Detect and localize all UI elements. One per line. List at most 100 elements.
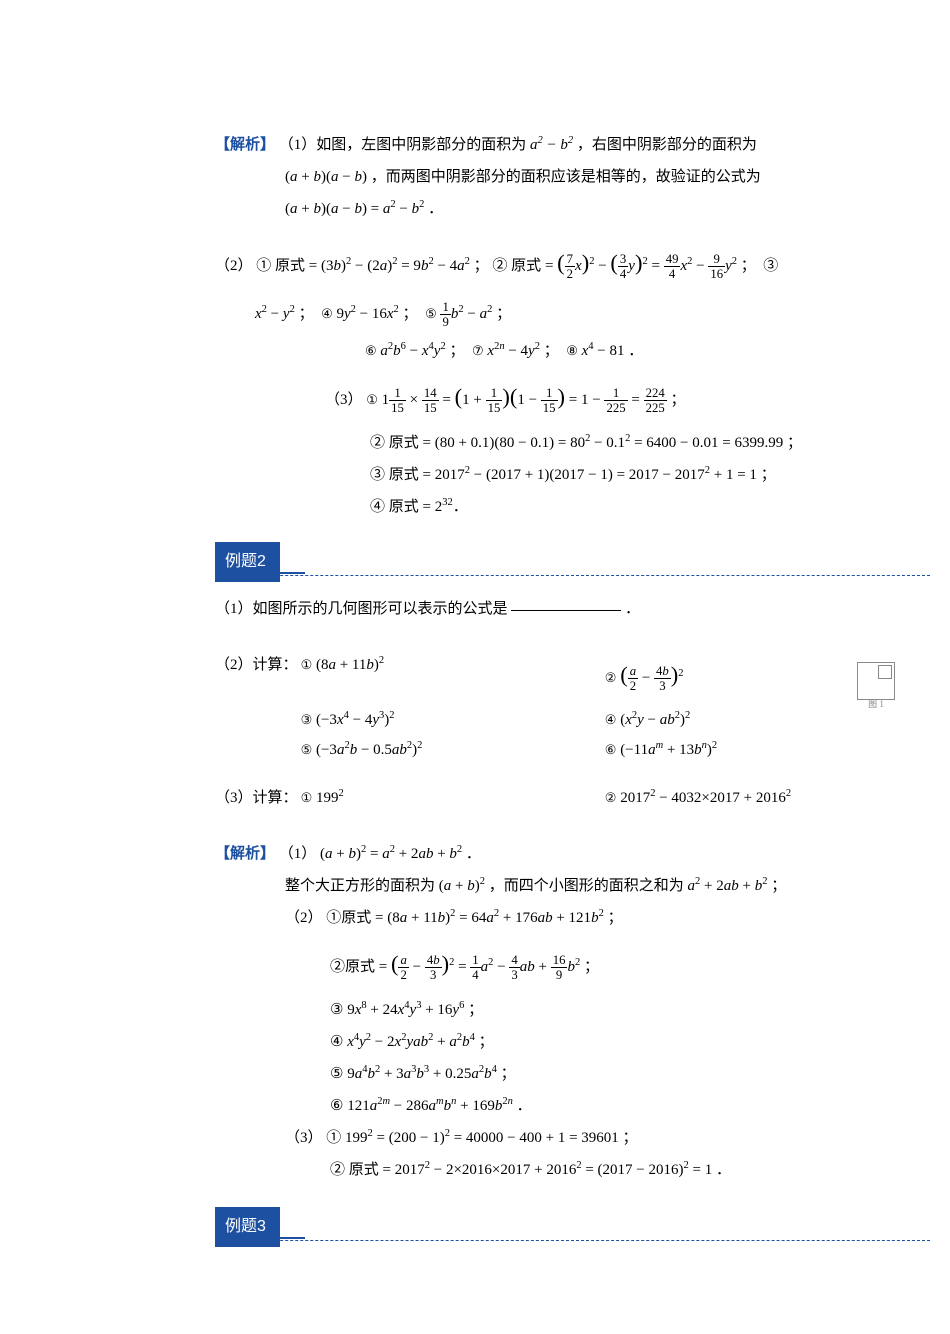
ex2-q2-5: (−3a2b − 0.5ab2)2 xyxy=(316,742,422,758)
circ-5: ⑤ xyxy=(425,297,437,331)
sol2-g3-row2: ② 原式 = 20172 − 2×2016×2017 + 20162 = (20… xyxy=(215,1155,890,1185)
example-dashed-line-3 xyxy=(215,1240,930,1241)
sol2-p2-a: 整个大正方形的面积为 xyxy=(285,878,439,894)
circ: ④ xyxy=(605,707,617,733)
ex2-q1: （1）如图所示的几何图形可以表示的公式是 ． xyxy=(215,594,890,624)
sep: ； xyxy=(761,467,776,483)
sol2-g2-2-pre: ②原式 xyxy=(330,959,379,975)
ex2-q3-label: （3）计算： xyxy=(215,790,298,806)
end: ． xyxy=(716,1162,731,1178)
example-2-tab: 例题2 xyxy=(215,542,280,582)
sol1-p1-suffix: ，右图中阴影部分的面积为 xyxy=(577,137,757,153)
sol1-line2: (a + b)(a − b) ，而两图中阴影部分的面积应该是相等的，故验证的公式… xyxy=(215,162,890,192)
sol2-g2-5-pre: ⑤ xyxy=(330,1066,343,1082)
sep: ； xyxy=(544,343,559,359)
ex2-q2-2: (a2 − 4b3)2 xyxy=(620,670,683,686)
circ: ① xyxy=(301,785,313,811)
sol2-g2-3-pre: ③ xyxy=(330,1002,343,1018)
sol2-g2-row4: ④ x4y2 − 2x2yab2 + a2b4 ； xyxy=(215,1027,890,1057)
ex2-q2: （2）计算： ① (8a + 11b)2 ② (a2 − 4b3)2 ③ (−3… xyxy=(215,646,890,765)
sol1-g2-4: 9y2 − 16x2 xyxy=(336,306,398,322)
example-underline-3 xyxy=(215,1237,305,1239)
sep: ； xyxy=(474,258,489,274)
circ-4: ④ xyxy=(321,297,333,331)
sol2-g2-3: 9x8 + 24x4y3 + 16y6 xyxy=(347,1002,464,1018)
sep: ； xyxy=(468,1002,483,1018)
sol1-g3-row1: （3） ① 1115 × 1415 = (1 + 115)(1 − 115) =… xyxy=(215,368,890,427)
sol2-p1-expr: (a + b)2 = a2 + 2ab + b2 xyxy=(320,846,462,862)
sol2-g3-2-pre: ② 原式 xyxy=(330,1162,379,1178)
sol1-g2-8: x4 − 81 xyxy=(582,343,625,359)
sol2-g2-1: = (8a + 11b)2 = 64a2 + 176ab + 121b2 xyxy=(375,910,604,926)
sep: ； xyxy=(623,1130,638,1146)
sep: ； xyxy=(496,306,511,322)
sol1-g2-label: （2） xyxy=(215,258,253,274)
sol2-g2-row1: （2） ①原式 = (8a + 11b)2 = 64a2 + 176ab + 1… xyxy=(215,903,890,933)
ex2-q3: （3）计算： ① 1992 ② 20172 − 4032×2017 + 2016… xyxy=(215,783,890,813)
sol2-g2-6-pre: ⑥ xyxy=(330,1098,343,1114)
sol1-g3-2-pre: ② 原式 xyxy=(370,435,419,451)
example-3-tab: 例题3 xyxy=(215,1207,280,1247)
sol1-g2-6: a2b6 − x4y2 xyxy=(380,343,445,359)
sep: ； xyxy=(741,258,756,274)
example-dashed-line xyxy=(215,575,930,576)
sol2-p2-b: ，而四个小图形的面积之和为 xyxy=(489,878,688,894)
sol1-p1-expr1: a2 − b2 xyxy=(530,137,573,153)
sol1-g3-row4: ④ 原式 = 232． xyxy=(215,492,890,522)
sep: ； xyxy=(771,878,786,894)
sol2-g2-4: x4y2 − 2x2yab2 + a2b4 xyxy=(347,1034,475,1050)
circ: ② xyxy=(605,785,617,811)
solution-2: 【解析】 （1） (a + b)2 = a2 + 2ab + b2 ． 整个大正… xyxy=(215,839,890,1186)
sep: ； xyxy=(403,306,418,322)
sol1-g2-row1: （2） ① 原式 = (3b)2 − (2a)2 = 9b2 − 4a2 ； ②… xyxy=(215,234,890,293)
sol1-line1: 【解析】 （1）如图，左图中阴影部分的面积为 a2 − b2 ，右图中阴影部分的… xyxy=(215,130,890,160)
jiexi-label-2: 【解析】 xyxy=(215,845,275,862)
example-2-body: （1）如图所示的几何图形可以表示的公式是 ． 图 1 （2）计算： ① (8a … xyxy=(215,594,890,813)
sol1-g3-3: = 20172 − (2017 + 1)(2017 − 1) = 2017 − … xyxy=(423,467,757,483)
sol1-p2-expr: (a + b)(a − b) xyxy=(285,169,367,185)
ex2-q3-1: 1992 xyxy=(316,790,344,806)
sol1-g2-1-expr: = (3b)2 − (2a)2 = 9b2 − 4a2 xyxy=(309,258,470,274)
ex2-q1-text: （1）如图所示的几何图形可以表示的公式是 xyxy=(215,601,508,617)
sep: ； xyxy=(449,343,464,359)
sol1-g3-label: （3） xyxy=(325,392,363,408)
sol1-g2-row3: ⑥ a2b6 − x4y2 ； ⑦ x2n − 4y2 ； ⑧ x4 − 81 … xyxy=(215,336,890,366)
example-underline xyxy=(215,572,305,574)
sol2-g2-row6: ⑥ 121a2m − 286ambn + 169b2n ． xyxy=(215,1091,890,1121)
sol1-g3-3-pre: ③ 原式 xyxy=(370,467,419,483)
sol1-g2-row2: x2 − y2 ； ④ 9y2 − 16x2 ； ⑤ 19b2 − a2 ； xyxy=(215,295,890,334)
sol1-g2-7: x2n − 4y2 xyxy=(487,343,540,359)
end: ． xyxy=(628,343,643,359)
sep: ； xyxy=(501,1066,516,1082)
sol2-g2-4-pre: ④ xyxy=(330,1034,343,1050)
sol1-g2-5: 19b2 − a2 xyxy=(440,306,492,322)
sol2-p1-end: ． xyxy=(466,846,481,862)
sol1-p3-expr: (a + b)(a − b) = a2 − b2 xyxy=(285,201,424,217)
sol2-g2-5: 9a4b2 + 3a3b3 + 0.25a2b4 xyxy=(347,1066,497,1082)
sep: ； xyxy=(479,1034,494,1050)
sep: ； xyxy=(787,435,802,451)
sol1-g2-3: x2 − y2 xyxy=(255,306,295,322)
circ-6: ⑥ xyxy=(365,338,377,364)
sol2-g3-2: = 20172 − 2×2016×2017 + 20162 = (2017 − … xyxy=(383,1162,713,1178)
sol2-g2-label: （2） xyxy=(285,910,323,926)
sep: ； xyxy=(670,392,685,408)
sep: ； xyxy=(608,910,623,926)
sol2-g2-6: 121a2m − 286ambn + 169b2n xyxy=(347,1098,513,1114)
ex2-q3-2: 20172 − 4032×2017 + 20162 xyxy=(620,790,791,806)
sol1-g2-2-pre: ② 原式 xyxy=(492,258,545,274)
sol2-g2-row5: ⑤ 9a4b2 + 3a3b3 + 0.25a2b4 ； xyxy=(215,1059,890,1089)
solution-1: 【解析】 （1）如图，左图中阴影部分的面积为 a2 − b2 ，右图中阴影部分的… xyxy=(215,130,890,522)
sol1-g2-2-expr: = (72x)2 − (34y)2 = 494x2 − 916y2 xyxy=(545,258,741,274)
circ: ② xyxy=(605,661,617,695)
circ: ⑤ xyxy=(301,737,313,763)
ex2-q2-3: (−3x4 − 4y3)2 xyxy=(316,712,395,728)
sol1-p1-prefix: （1）如图，左图中阴影部分的面积为 xyxy=(279,137,530,153)
sol1-g3-2: = (80 + 0.1)(80 − 0.1) = 802 − 0.12 = 64… xyxy=(423,435,784,451)
sol2-g2-1-pre: ①原式 xyxy=(326,910,371,926)
sol2-p2-expr2: a2 + 2ab + b2 xyxy=(688,878,768,894)
sol1-g2-1-pre: ① 原式 xyxy=(256,258,305,274)
sol2-g3-1: 1992 = (200 − 1)2 = 40000 − 400 + 1 = 39… xyxy=(345,1130,619,1146)
circ: ① xyxy=(301,648,313,682)
ex2-q2-1: (8a + 11b)2 xyxy=(316,657,384,673)
